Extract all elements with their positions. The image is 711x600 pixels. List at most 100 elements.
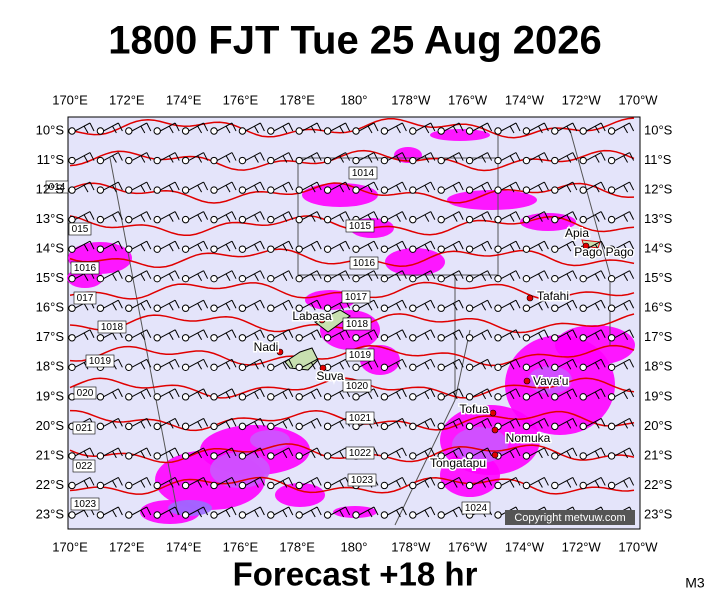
place-label: Tofua — [459, 402, 489, 416]
barb-shaft — [529, 122, 545, 132]
barb-shaft — [330, 358, 346, 368]
isobar-label: 017 — [77, 293, 94, 304]
wind-barb — [380, 329, 407, 342]
barb-station — [607, 186, 616, 194]
barb-station — [607, 304, 616, 312]
barb-feather — [594, 362, 600, 370]
wind-barb — [465, 122, 493, 135]
wind-barb — [380, 122, 407, 135]
wind-barb — [607, 329, 635, 342]
place-marker — [489, 409, 497, 417]
title: 1800 FJT Tue 25 Aug 2026 — [108, 19, 602, 63]
wind-barb — [465, 329, 493, 342]
barb-feather — [339, 332, 345, 341]
barb-feather — [146, 240, 152, 250]
barb-feather — [566, 155, 572, 163]
barb-feather — [231, 388, 237, 398]
barb-shaft — [557, 299, 574, 309]
wind-barb — [607, 122, 635, 135]
barb-feather — [509, 421, 515, 429]
barb-station — [579, 274, 587, 283]
barb-station — [68, 156, 76, 165]
barb-feather — [89, 181, 95, 191]
barb-feather — [174, 240, 180, 250]
barb-feather — [623, 243, 629, 252]
barb-feather — [140, 391, 146, 400]
barb-station — [607, 245, 616, 253]
barb-feather — [288, 240, 294, 250]
barb-station — [181, 334, 190, 342]
barb-shaft — [74, 329, 91, 339]
wind-barb — [238, 388, 265, 401]
barb-feather — [111, 480, 117, 488]
barb-feather — [543, 477, 549, 486]
wind-barb — [323, 211, 351, 224]
barb-feather — [572, 418, 578, 427]
barb-feather — [401, 240, 407, 250]
wind-barb — [522, 477, 549, 490]
barb-feather — [253, 421, 259, 429]
barb-station — [238, 511, 247, 519]
wind-barb — [380, 447, 407, 460]
wind-barb — [494, 329, 521, 342]
barb-feather — [203, 152, 209, 161]
barb-shaft — [387, 181, 403, 191]
isobar-label: 014 — [49, 182, 66, 193]
barb-feather — [253, 362, 259, 370]
barb-station — [323, 304, 332, 312]
barb-feather — [515, 181, 521, 191]
barb-feather — [543, 300, 549, 309]
wind-barb — [409, 329, 436, 342]
barb-shaft — [103, 477, 119, 486]
barb-feather — [430, 477, 436, 486]
wind-barb — [465, 388, 493, 401]
barb-shaft — [301, 358, 318, 368]
barb-shaft — [245, 417, 261, 427]
wind-barb — [409, 299, 436, 312]
wind-barb — [551, 152, 578, 165]
barb-feather — [458, 122, 464, 132]
barb-station — [551, 393, 559, 401]
wind-barb — [522, 388, 549, 401]
wind-barb — [579, 447, 606, 460]
barb-feather — [537, 302, 543, 311]
barb-shaft — [103, 240, 119, 250]
longitude-label: 172°E — [109, 92, 145, 107]
barb-station — [437, 511, 445, 519]
isobar-label: 1015 — [349, 221, 372, 232]
barb-station — [295, 274, 303, 283]
barb-shaft — [614, 240, 630, 250]
barb-feather — [259, 418, 265, 427]
copyright-box — [505, 510, 635, 525]
barb-feather — [600, 359, 606, 368]
barb-feather — [367, 391, 373, 400]
barb-feather — [339, 184, 345, 193]
barb-feather — [629, 300, 635, 309]
barb-feather — [623, 421, 629, 429]
barb-shaft — [443, 299, 460, 309]
barb-feather — [481, 155, 487, 163]
barb-feather — [487, 152, 493, 161]
barb-feather — [231, 122, 237, 132]
barb-feather — [515, 418, 521, 427]
barb-feather — [600, 122, 606, 132]
barb-feather — [339, 450, 345, 459]
barb-feather — [430, 329, 436, 338]
barb-shaft — [472, 122, 488, 132]
barb-station — [267, 274, 275, 283]
wind-barb — [153, 506, 180, 519]
barb-station — [96, 186, 105, 194]
wind-barb — [409, 152, 436, 165]
wind-barb — [238, 329, 265, 342]
barb-feather — [345, 181, 351, 191]
wind-barb — [607, 417, 635, 431]
barb-feather — [253, 480, 259, 488]
barb-feather — [629, 477, 635, 486]
wind-barb — [125, 211, 152, 224]
barb-feather — [83, 243, 89, 252]
barb-station — [579, 156, 587, 165]
barb-feather — [339, 273, 345, 281]
barb-shaft — [472, 447, 488, 457]
barb-station — [522, 334, 531, 342]
barb-feather — [572, 477, 578, 486]
